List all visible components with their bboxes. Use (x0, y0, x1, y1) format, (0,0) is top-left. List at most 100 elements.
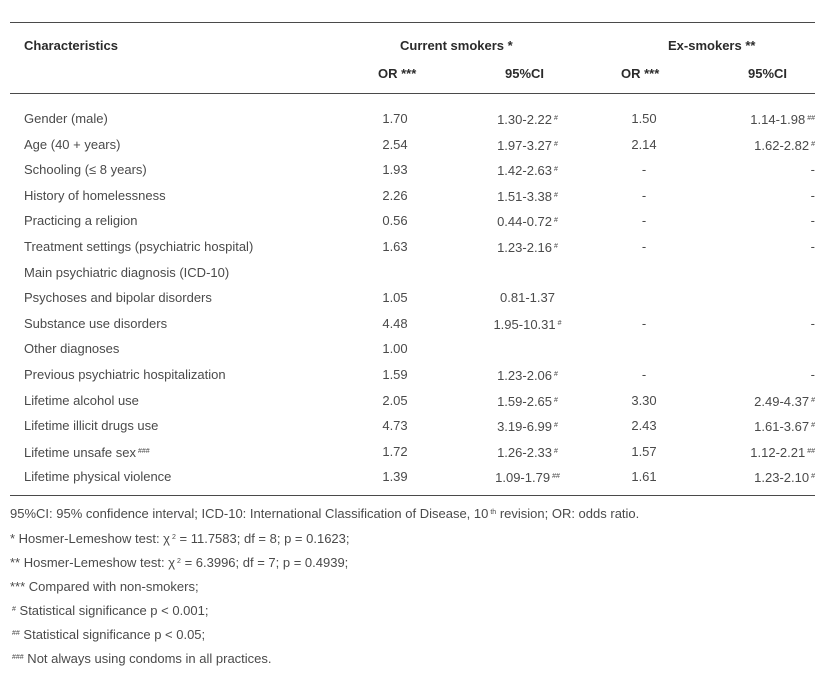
or-current-text: 1.59 (382, 367, 408, 382)
significance-marker: # (554, 422, 558, 430)
significance-marker: # (554, 191, 558, 199)
row-label-text: Schooling (≤ 8 years) (24, 162, 147, 178)
row-label: Psychoses and bipolar disorders (24, 285, 212, 311)
or-ex-text: 1.57 (631, 443, 657, 459)
ci-current-text: 0.81-1.37 (500, 290, 555, 306)
or-ex-text: 3.30 (631, 392, 657, 408)
header-or-ex: OR *** (621, 66, 660, 81)
ci-ex: - (715, 234, 815, 260)
header-ci-current: 95%CI (505, 66, 545, 81)
table-row: Main psychiatric diagnosis (ICD-10) (10, 260, 815, 286)
ci-ex: - (715, 157, 815, 183)
significance-marker: # (811, 422, 815, 430)
or-ex-text: - (641, 213, 647, 229)
ci-ex-text: - (810, 187, 815, 203)
row-label-text: Main psychiatric diagnosis (ICD-10) (24, 264, 230, 280)
or-ex-text: 2.14 (631, 136, 657, 152)
footnote-text: * Hosmer-Lemeshow test: χ (10, 531, 170, 546)
table-row: Lifetime alcohol use 2.05 1.59-2.65 #3.30 2.… (10, 388, 815, 414)
or-ex-text: 1.61 (631, 469, 657, 485)
or-current-text: 1.39 (382, 469, 408, 485)
ci-ex: - (715, 362, 815, 388)
footnote-text: ** Hosmer-Lemeshow test: χ (10, 555, 176, 570)
or-current-text: 2.05 (382, 392, 408, 408)
significance-marker: # (811, 140, 815, 148)
significance-marker: # (554, 371, 558, 378)
or-ex: 2.43 (614, 413, 674, 439)
ci-ex-text: 1.23-2.10 (754, 470, 810, 486)
or-current: 0.56 (365, 208, 425, 234)
footnote-text: Not always using condoms in all practice… (23, 651, 272, 666)
bottom-rule (10, 495, 815, 496)
footnote-text: 95%CI: 95% confidence interval; ICD-10: … (10, 506, 489, 521)
row-label-text: Treatment settings (psychiatric hospital… (24, 239, 254, 254)
significance-marker: # (554, 447, 558, 455)
significance-marker: ### (138, 447, 150, 455)
ci-current-text: 1.23-2.16 (497, 240, 553, 255)
row-label: Age (40 + years) (24, 132, 120, 158)
ci-current-text: 1.97-3.27 (497, 137, 553, 153)
or-current: 1.70 (365, 106, 425, 132)
table-row: Age (40 + years) 2.54 1.97-3.27 #2.14 1.62-2… (10, 132, 815, 158)
footnote-text: = 6.3996; df = 7; p = 0.4939; (180, 555, 349, 570)
significance-marker: # (554, 115, 558, 122)
or-current: 1.00 (365, 336, 425, 362)
or-ex-text: - (641, 239, 647, 254)
ci-current-text: 1.23-2.06 (497, 368, 553, 383)
row-label-text: Lifetime unsafe sex (24, 444, 137, 460)
footnote-sup: ## (12, 630, 20, 637)
footnote-sup: th (490, 509, 497, 516)
ci-ex-text: - (810, 239, 815, 254)
footnote-text: = 11.7583; df = 8; p = 0.1623; (175, 531, 350, 546)
footnote-sup: 2 (172, 534, 176, 541)
or-current: 1.93 (365, 157, 425, 183)
row-label: Practicing a religion (24, 208, 137, 234)
row-label: Main psychiatric diagnosis (ICD-10) (24, 260, 229, 286)
header-ci-ex: 95%CI (748, 66, 788, 81)
ci-current: 1.09-1.79 ## (470, 464, 585, 491)
ci-current: 1.42-2.63 # (470, 157, 585, 184)
or-current: 1.59 (365, 362, 425, 388)
or-ex: 1.57 (614, 439, 674, 465)
or-ex: 2.14 (614, 132, 674, 158)
table-row: Lifetime illicit drugs use 4.73 3.19-6.99 #… (10, 413, 815, 439)
ci-current-text: 3.19-6.99 (497, 419, 553, 435)
or-current: 1.63 (365, 234, 425, 260)
ci-current-text: 1.42-2.63 (497, 163, 553, 179)
row-label-text: Lifetime physical violence (24, 469, 172, 485)
table-row: Lifetime physical violence 1.39 1.09-1.79 #… (10, 464, 815, 490)
row-label: Substance use disorders (24, 311, 167, 337)
ci-current: 1.97-3.27 # (470, 132, 585, 159)
footnote-text: Statistical significance p < 0.05; (19, 627, 206, 642)
ci-current: 1.59-2.65 # (470, 388, 585, 415)
or-ex: 3.30 (614, 388, 674, 414)
table-row: History of homelessness 2.26 1.51-3.38 # - - (10, 183, 815, 209)
ci-ex: - (715, 183, 815, 209)
ci-ex: - (715, 311, 815, 337)
table-row: Practicing a religion 0.56 0.44-0.72 # - - (10, 208, 815, 234)
ci-ex: - (715, 208, 815, 234)
ci-ex-text: 1.62-2.82 (754, 137, 810, 153)
footnote-sup: # (12, 606, 16, 613)
ci-current-text: 1.09-1.79 (495, 470, 551, 486)
or-current-text: 2.26 (382, 187, 408, 203)
row-label-text: Substance use disorders (24, 315, 168, 331)
or-ex: 1.61 (614, 464, 674, 490)
significance-marker: ## (807, 115, 815, 122)
significance-marker: # (554, 217, 558, 225)
significance-marker: # (554, 396, 558, 404)
ci-ex-text: 2.49-4.37 (754, 393, 810, 409)
footnote-sup: 2 (177, 558, 181, 565)
row-label: Treatment settings (psychiatric hospital… (24, 234, 253, 260)
or-ex: - (614, 234, 674, 260)
footnote-text: revision; OR: odds ratio. (496, 506, 640, 521)
or-ex: - (614, 311, 674, 337)
footnote-significance-001: # Statistical significance p < 0.001; (10, 603, 209, 618)
or-current-text: 1.05 (382, 290, 408, 306)
row-label: Lifetime physical violence (24, 464, 171, 490)
row-label: Lifetime illicit drugs use (24, 413, 158, 439)
ci-ex: 1.14-1.98 ## (715, 106, 815, 133)
row-label-text: Practicing a religion (24, 213, 138, 229)
